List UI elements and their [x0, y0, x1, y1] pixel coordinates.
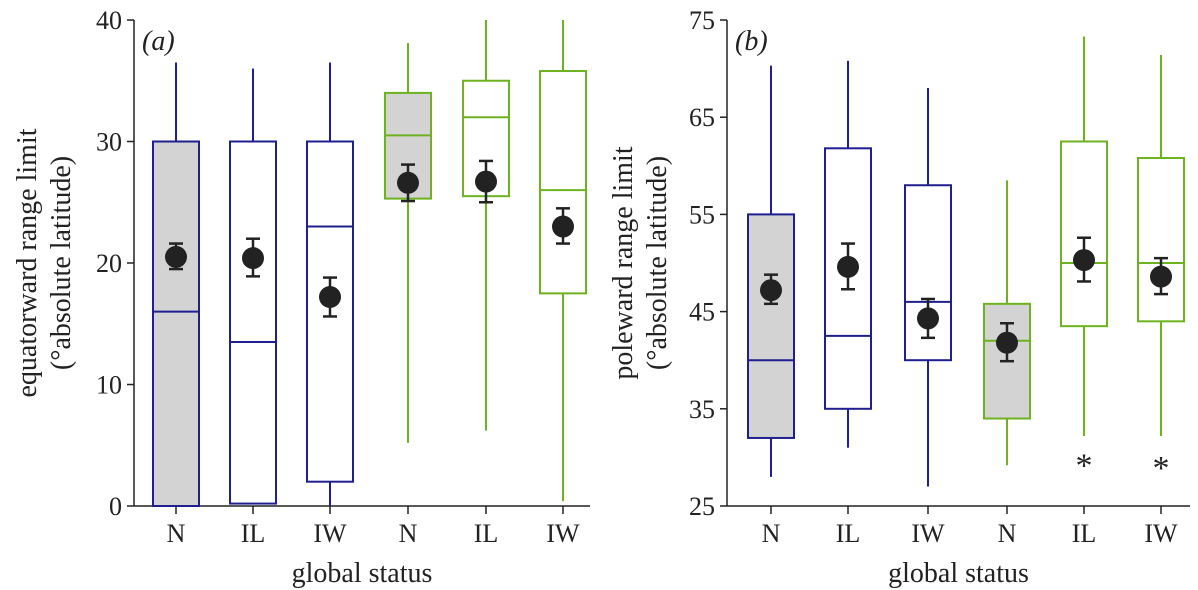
box-body — [539, 70, 587, 295]
y-tick-label: 45 — [689, 298, 715, 327]
box-introduced-n — [384, 43, 432, 443]
y-tick-label: 55 — [689, 200, 715, 229]
panel-label: (b) — [735, 26, 768, 57]
x-tick-label: IW — [911, 519, 945, 548]
x-tick-label: IW — [546, 519, 580, 548]
box-introduced-iw — [1137, 54, 1185, 437]
y-axis-label-units: (°absolute latitude) — [642, 156, 673, 370]
x-tick-label: IL — [1072, 519, 1097, 548]
mean-point — [837, 255, 859, 278]
box-body — [152, 140, 200, 507]
y-tick-label: 40 — [96, 6, 122, 35]
x-tick-label: IL — [836, 519, 861, 548]
mean-point — [1150, 265, 1172, 288]
box-native-n — [152, 62, 200, 507]
box-introduced-n — [983, 180, 1031, 466]
x-axis-label: global status — [888, 558, 1029, 589]
box-native-iw — [306, 62, 354, 506]
x-tick-label: N — [399, 519, 418, 548]
x-tick-label: N — [762, 519, 781, 548]
y-axis-label: equatorward range limit — [12, 128, 43, 397]
y-tick-label: 65 — [689, 103, 715, 132]
box-native-il — [824, 60, 872, 448]
x-tick-label: N — [998, 519, 1017, 548]
mean-point — [1073, 249, 1095, 272]
mean-point — [552, 215, 574, 238]
mean-point — [397, 171, 419, 194]
x-tick-label: IL — [241, 519, 266, 548]
mean-point — [760, 279, 782, 302]
x-tick-label: N — [167, 519, 186, 548]
panel-b: 25 35 45 55 65 75 N IL IW N IL IW * * (b) global status… — [608, 6, 1190, 589]
y-tick-label: 25 — [689, 492, 715, 521]
panel-a: 0 10 20 30 40 N IL IW N IL IW (a) global status equat… — [12, 6, 590, 589]
box-native-iw — [904, 88, 952, 487]
x-tick-label: IW — [1144, 519, 1178, 548]
mean-point — [242, 247, 264, 270]
box-body — [229, 140, 277, 505]
y-tick-label: 10 — [96, 371, 122, 400]
y-axis-label-units: (°absolute latitude) — [46, 156, 77, 370]
mean-point — [917, 307, 939, 330]
box-introduced-iw — [539, 20, 587, 502]
y-tick-label: 20 — [96, 249, 122, 278]
box-introduced-il — [1060, 36, 1108, 437]
y-axis-label: poleward range limit — [608, 146, 639, 379]
mean-point — [319, 286, 341, 309]
y-tick-label: 35 — [689, 395, 715, 424]
y-tick-label: 75 — [689, 6, 715, 35]
box-native-il — [229, 68, 277, 505]
mean-point — [996, 331, 1018, 354]
box-body — [747, 213, 795, 439]
x-tick-label: IL — [474, 519, 499, 548]
box-body — [1137, 157, 1185, 323]
x-axis-label: global status — [292, 558, 433, 589]
significance-asterisk: * — [1153, 450, 1170, 487]
y-tick-label: 0 — [109, 492, 122, 521]
y-tick-label: 30 — [96, 128, 122, 157]
significance-asterisk: * — [1076, 447, 1093, 484]
mean-point — [165, 245, 187, 268]
box-native-n — [747, 65, 795, 477]
box-body — [1060, 140, 1108, 328]
panel-label: (a) — [142, 26, 175, 57]
box-introduced-il — [462, 20, 510, 431]
x-tick-label: IW — [313, 519, 347, 548]
mean-point — [475, 170, 497, 193]
